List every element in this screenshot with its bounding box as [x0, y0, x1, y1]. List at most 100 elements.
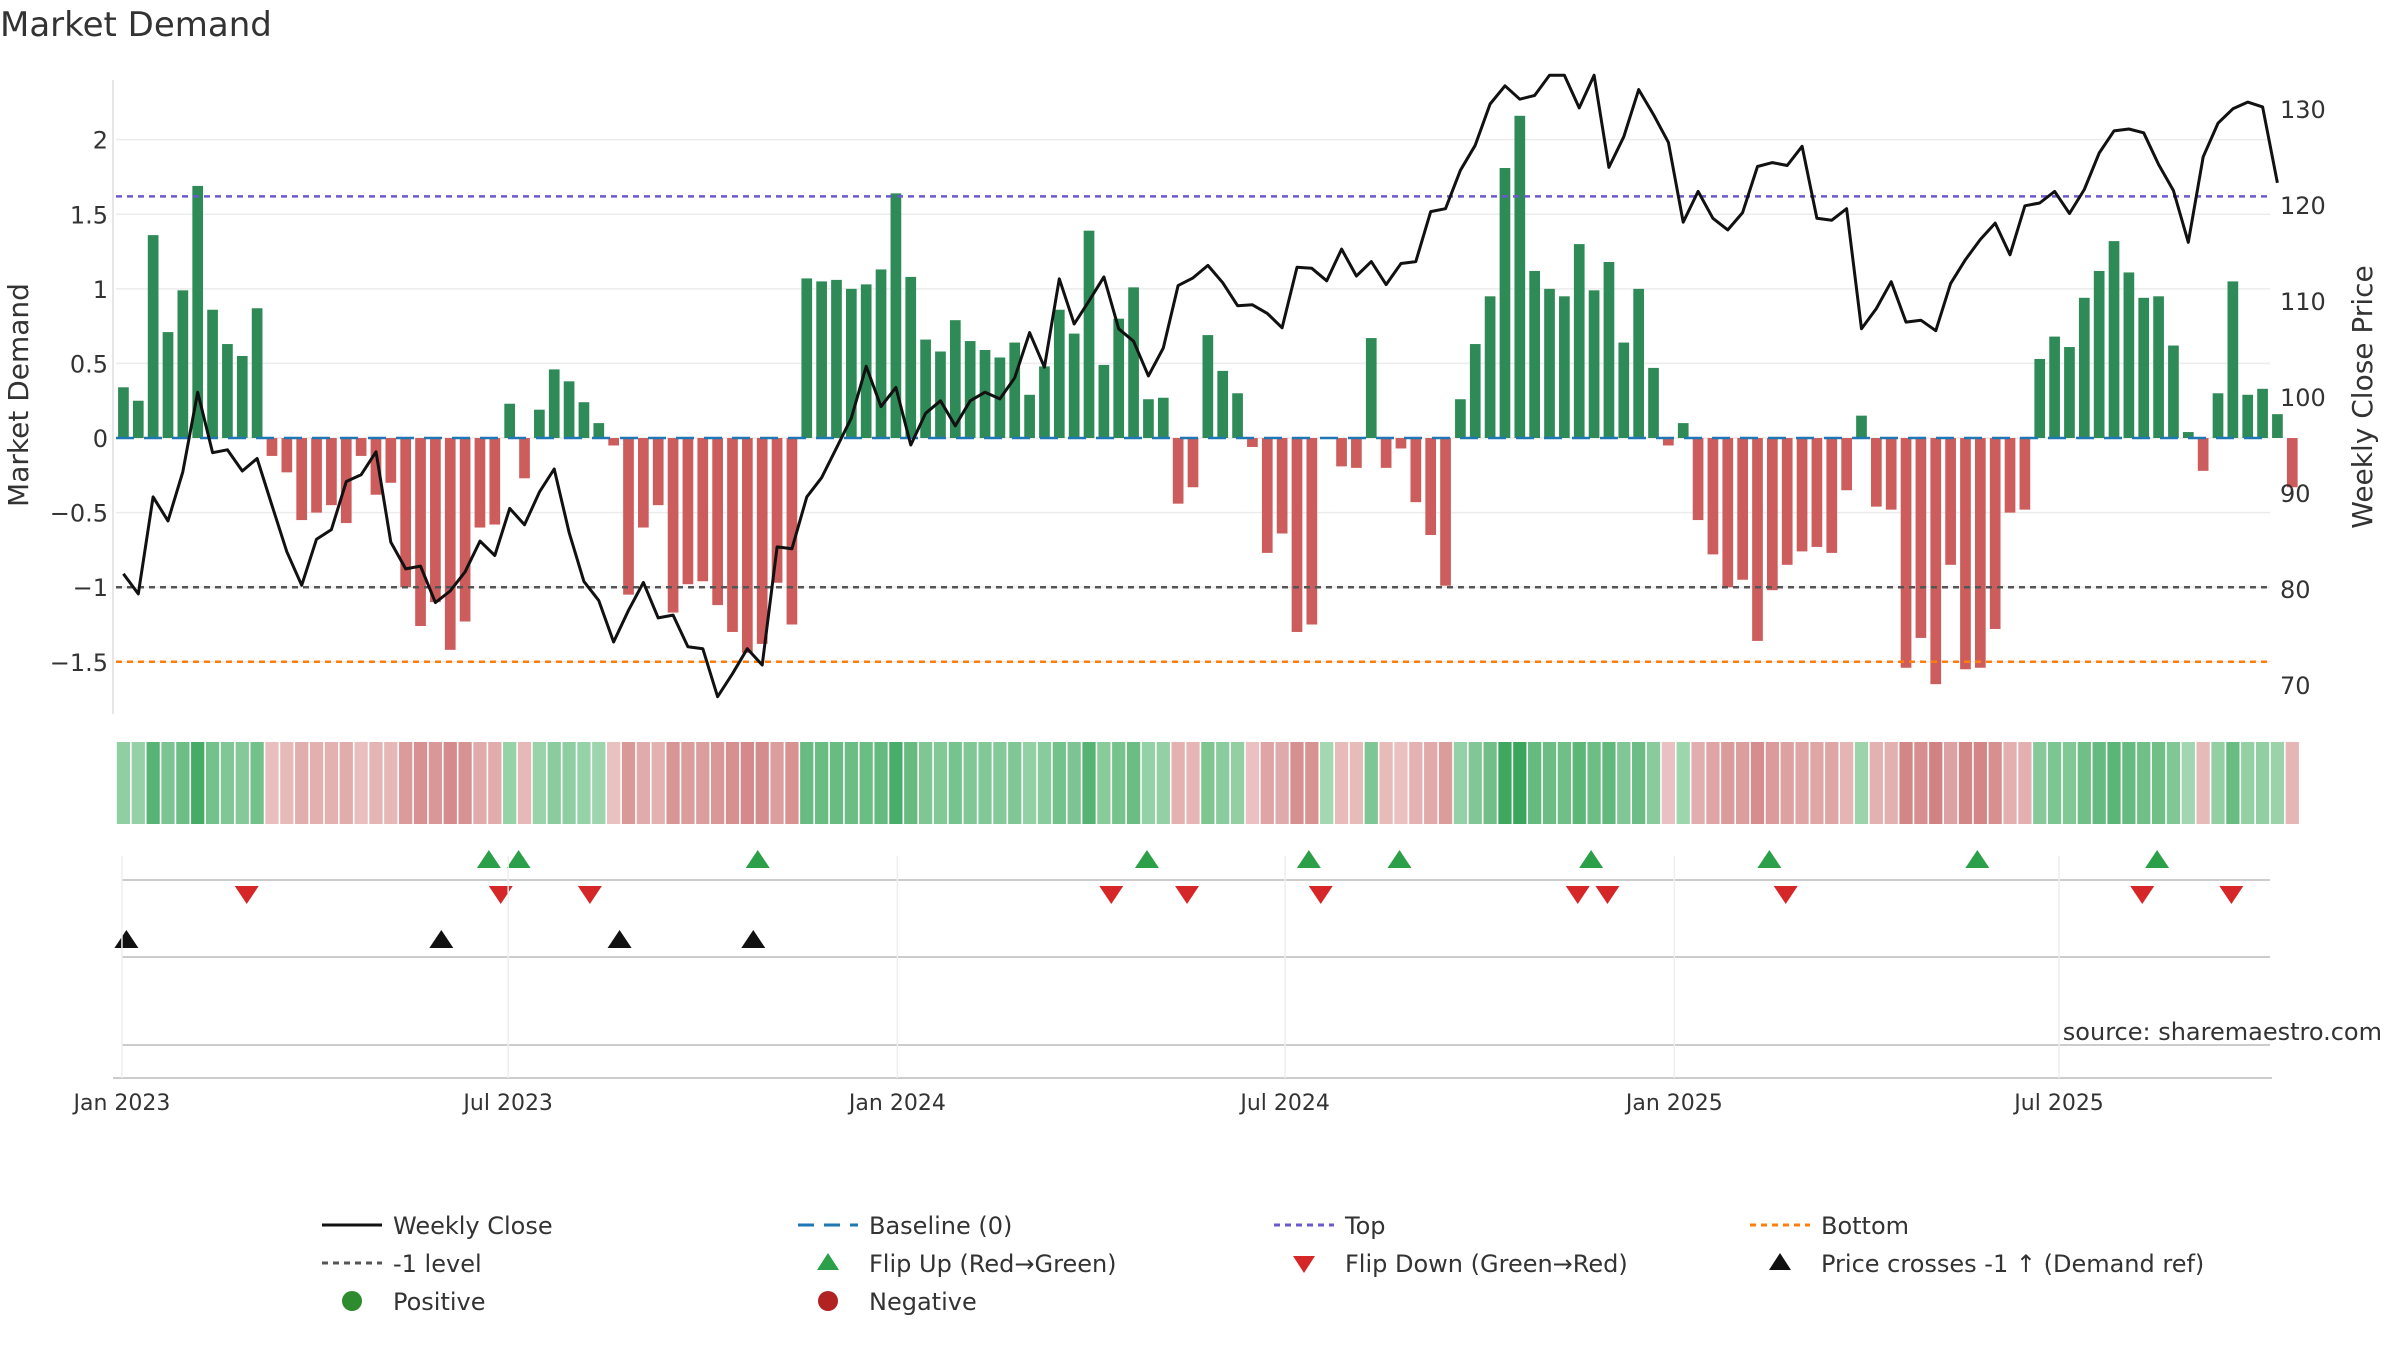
demand-bar [1618, 342, 1630, 439]
demand-bar [667, 438, 679, 613]
left-tick-label: 0 [93, 425, 108, 453]
demand-bar [222, 344, 233, 439]
demand-bar [697, 438, 709, 582]
demand-bar [2272, 414, 2283, 439]
demand-bar [1157, 397, 1169, 439]
demand-bar [296, 438, 308, 521]
heatmap-cell [725, 742, 740, 824]
heatmap-cell [859, 742, 873, 824]
demand-bar [1559, 296, 1570, 439]
heatmap-cell [1424, 742, 1438, 824]
demand-bar [756, 438, 768, 644]
heatmap-cell [1126, 742, 1141, 824]
demand-bar [1217, 370, 1229, 439]
demand-bar [638, 438, 649, 528]
demand-bar [652, 438, 664, 506]
heatmap-cell [1216, 742, 1230, 824]
demand-bar [1247, 438, 1258, 447]
heatmap-cell [324, 742, 339, 824]
demand-bar [593, 423, 605, 439]
demand-bar [2138, 297, 2150, 439]
flip-down-marker [1565, 886, 1590, 904]
heatmap-cell [2122, 742, 2136, 824]
left-tick-label: 1.5 [70, 201, 108, 229]
heatmap-cell [2092, 742, 2106, 824]
demand-bar [118, 387, 129, 439]
demand-bars [118, 115, 2298, 685]
demand-bar [370, 438, 382, 495]
demand-bar [727, 438, 738, 632]
heatmap-cell [176, 742, 190, 824]
bottom-panel [113, 1044, 2272, 1079]
right-tick-label: 100 [2280, 384, 2326, 412]
right-axis-label: Weekly Close Price [2346, 265, 2379, 528]
legend-flip-down: Flip Down (Green→Red) [1345, 1250, 1628, 1278]
heatmap-cell [2047, 742, 2062, 824]
price-cross-marker [607, 930, 632, 948]
flip-up-marker [1579, 850, 1604, 868]
heatmap-cell [918, 742, 933, 824]
demand-bar [1083, 230, 1095, 439]
right-axis-ticks: 130 120 110 100 90 80 70 [2280, 96, 2326, 700]
heatmap-cell [473, 742, 487, 824]
legend-flip-up: Flip Up (Red→Green) [869, 1250, 1117, 1278]
demand-bar [1455, 399, 1466, 439]
left-tick-label: 0.5 [70, 350, 108, 378]
left-tick-label: −1 [73, 574, 108, 602]
heatmap-cell [874, 742, 888, 824]
demand-bar [355, 438, 367, 456]
demand-bar [1172, 438, 1184, 504]
demand-bar [2049, 336, 2060, 439]
demand-bar [2242, 394, 2254, 439]
legend-minus-one: -1 level [393, 1250, 482, 1278]
heatmap-cell [2077, 742, 2091, 824]
heatmap-cell [636, 742, 650, 824]
heatmap-cell [265, 742, 279, 824]
heatmap-cell [740, 742, 754, 824]
legend-bottom: Bottom [1821, 1212, 1909, 1240]
chart-title: Market Demand [0, 5, 272, 45]
heatmap-cell [814, 742, 829, 824]
flip-down-marker [1175, 886, 1200, 904]
heatmap-cell [2062, 742, 2077, 824]
flip-down-marker [1595, 886, 1620, 904]
heatmap-cell [1899, 742, 1913, 824]
heatmap-cell [978, 742, 992, 824]
demand-bar [1677, 423, 1689, 439]
heatmap-cell [904, 742, 918, 824]
demand-bar [712, 438, 723, 606]
cross-panel [114, 930, 2270, 958]
legend-price-cross: Price crosses -1 ↑ (Demand ref) [1821, 1250, 2204, 1278]
demand-bar [831, 279, 842, 439]
heatmap-cell [1305, 742, 1319, 824]
demand-bar [608, 438, 619, 446]
demand-bar [816, 281, 827, 439]
price-cross-marker [429, 930, 454, 948]
heatmap-cell [413, 742, 428, 824]
heatmap-cell [785, 742, 799, 824]
demand-bar [1722, 438, 1734, 588]
heatmap-cell [517, 742, 532, 824]
heatmap-cell [1141, 742, 1156, 824]
heatmap-cell [250, 742, 264, 824]
heatmap-cell [1914, 742, 1928, 824]
heatmap-cell [2033, 742, 2047, 824]
heatmap-cell [1825, 742, 1839, 824]
demand-bar [1499, 168, 1511, 439]
demand-bar [1960, 438, 1971, 670]
demand-bar [1737, 438, 1748, 580]
heatmap-cell [309, 742, 324, 824]
heatmap-cell [1973, 742, 1987, 824]
heatmap-cell [161, 742, 175, 824]
heatmap-cell [503, 742, 517, 824]
heatmap-cell [2018, 742, 2032, 824]
x-tick-label: Jul 2024 [1238, 1091, 1330, 1116]
legend-positive-swatch [342, 1291, 362, 1311]
right-tick-label: 80 [2280, 576, 2311, 604]
heatmap-cell [1379, 742, 1393, 824]
demand-bar [1261, 438, 1273, 553]
demand-bar [786, 438, 798, 625]
demand-bar [1484, 296, 1496, 439]
heatmap-cell [2211, 742, 2225, 824]
heatmap-cell [1854, 742, 1869, 824]
